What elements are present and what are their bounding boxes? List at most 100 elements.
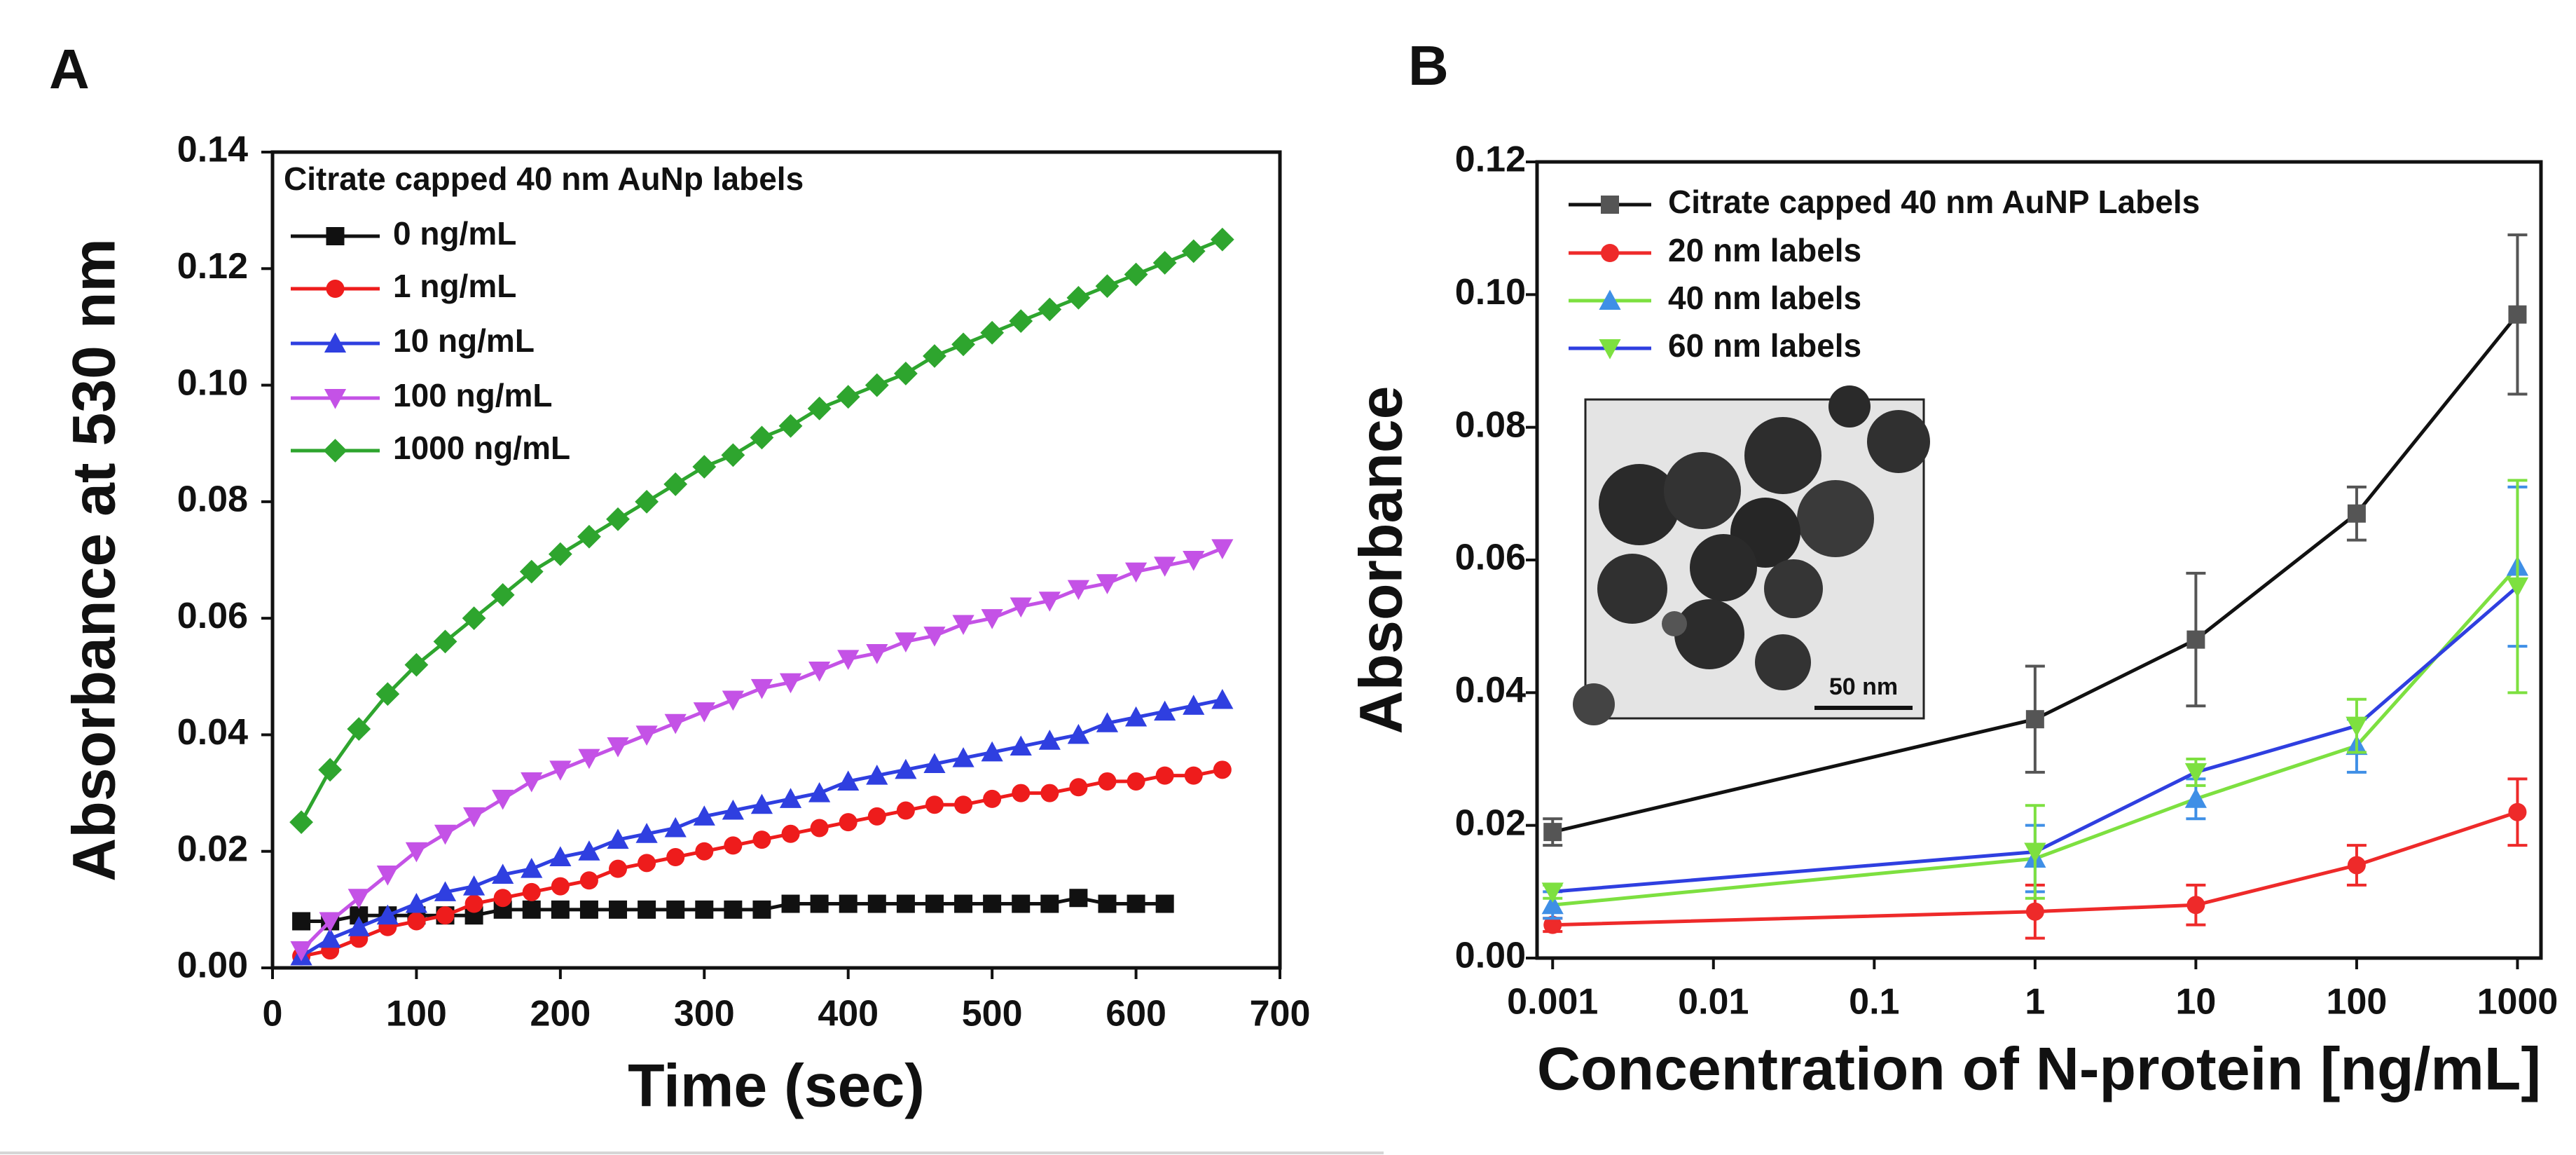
marker: [1012, 784, 1031, 802]
marker: [1543, 915, 1562, 934]
marker: [1098, 772, 1117, 791]
marker: [923, 627, 946, 647]
legend-marker: [1601, 196, 1619, 214]
marker: [866, 644, 888, 664]
marker: [635, 823, 658, 843]
marker: [752, 831, 771, 849]
marker: [376, 682, 400, 706]
x-tick-label: 1: [2025, 982, 2045, 1023]
x-tick-label: 100: [386, 994, 447, 1034]
marker: [750, 793, 773, 814]
marker: [519, 559, 544, 584]
marker: [1124, 262, 1148, 287]
marker: [722, 799, 744, 820]
inset-image: [1573, 385, 1930, 725]
marker: [866, 765, 888, 785]
legend-marker: [1599, 339, 1621, 360]
x-tick-label: 0.1: [1849, 982, 1899, 1023]
marker: [522, 882, 541, 901]
marker: [347, 916, 370, 936]
marker: [983, 894, 1002, 913]
marker: [347, 889, 370, 909]
marker: [867, 807, 886, 826]
x-tick-label: 0: [263, 994, 283, 1034]
marker: [693, 805, 715, 826]
marker: [1009, 309, 1033, 334]
y-tick-label: 0.10: [1455, 272, 1526, 313]
y-tick-label: 0.06: [177, 596, 248, 636]
marker: [1210, 227, 1234, 252]
marker: [522, 900, 541, 919]
marker: [492, 789, 514, 810]
marker: [2025, 710, 2044, 729]
marker: [434, 824, 457, 845]
marker: [1067, 580, 1089, 601]
marker: [1213, 760, 1232, 779]
marker: [433, 629, 457, 654]
marker: [2186, 896, 2205, 915]
marker: [1154, 700, 1176, 721]
marker: [750, 678, 773, 699]
marker: [579, 871, 598, 890]
marker: [1127, 894, 1145, 913]
marker: [663, 472, 688, 496]
marker: [1010, 735, 1032, 756]
marker: [1541, 894, 1564, 915]
marker: [952, 747, 974, 767]
marker: [1124, 562, 1148, 583]
marker: [405, 842, 428, 863]
marker: [923, 344, 946, 368]
marker: [923, 753, 946, 773]
marker: [1038, 297, 1062, 322]
marker: [865, 373, 889, 397]
marker: [1095, 274, 1120, 299]
marker: [896, 894, 915, 913]
marker: [2184, 763, 2207, 784]
y-tick-label: 0.12: [1455, 139, 1526, 180]
marker: [724, 900, 743, 919]
marker: [664, 713, 687, 734]
x-tick-label: 500: [962, 994, 1023, 1034]
marker: [1543, 823, 1562, 842]
marker: [1184, 766, 1203, 785]
marker: [1038, 730, 1061, 750]
marker: [549, 760, 572, 781]
marker: [436, 906, 455, 925]
marker: [521, 772, 543, 793]
marker: [318, 758, 343, 782]
marker: [404, 652, 429, 677]
legend-marker: [326, 280, 345, 298]
x-axis-title: Time (sec): [628, 1053, 925, 1120]
marker: [462, 606, 486, 631]
legend-marker: [326, 227, 345, 245]
marker: [867, 894, 886, 913]
marker: [779, 673, 802, 694]
marker: [954, 894, 973, 913]
legend-label: 60 nm labels: [1668, 327, 1861, 364]
x-tick-label: 700: [1250, 994, 1311, 1034]
marker: [695, 900, 714, 919]
marker: [750, 425, 774, 450]
marker: [493, 889, 512, 908]
marker: [779, 788, 802, 808]
marker: [1012, 894, 1031, 913]
marker: [549, 846, 572, 867]
marker: [981, 741, 1003, 762]
marker: [490, 582, 515, 607]
marker: [2508, 305, 2527, 324]
marker: [925, 894, 944, 913]
marker: [290, 941, 312, 962]
marker: [2347, 504, 2366, 523]
legend-label: 100 ng/mL: [393, 377, 553, 414]
marker: [895, 758, 917, 779]
marker: [607, 737, 629, 758]
marker: [635, 725, 658, 746]
legend-marker: [324, 389, 347, 409]
x-tick-label: 300: [674, 994, 735, 1034]
marker: [666, 848, 685, 867]
marker: [1124, 706, 1148, 727]
marker: [1096, 574, 1119, 594]
marker: [925, 795, 944, 814]
